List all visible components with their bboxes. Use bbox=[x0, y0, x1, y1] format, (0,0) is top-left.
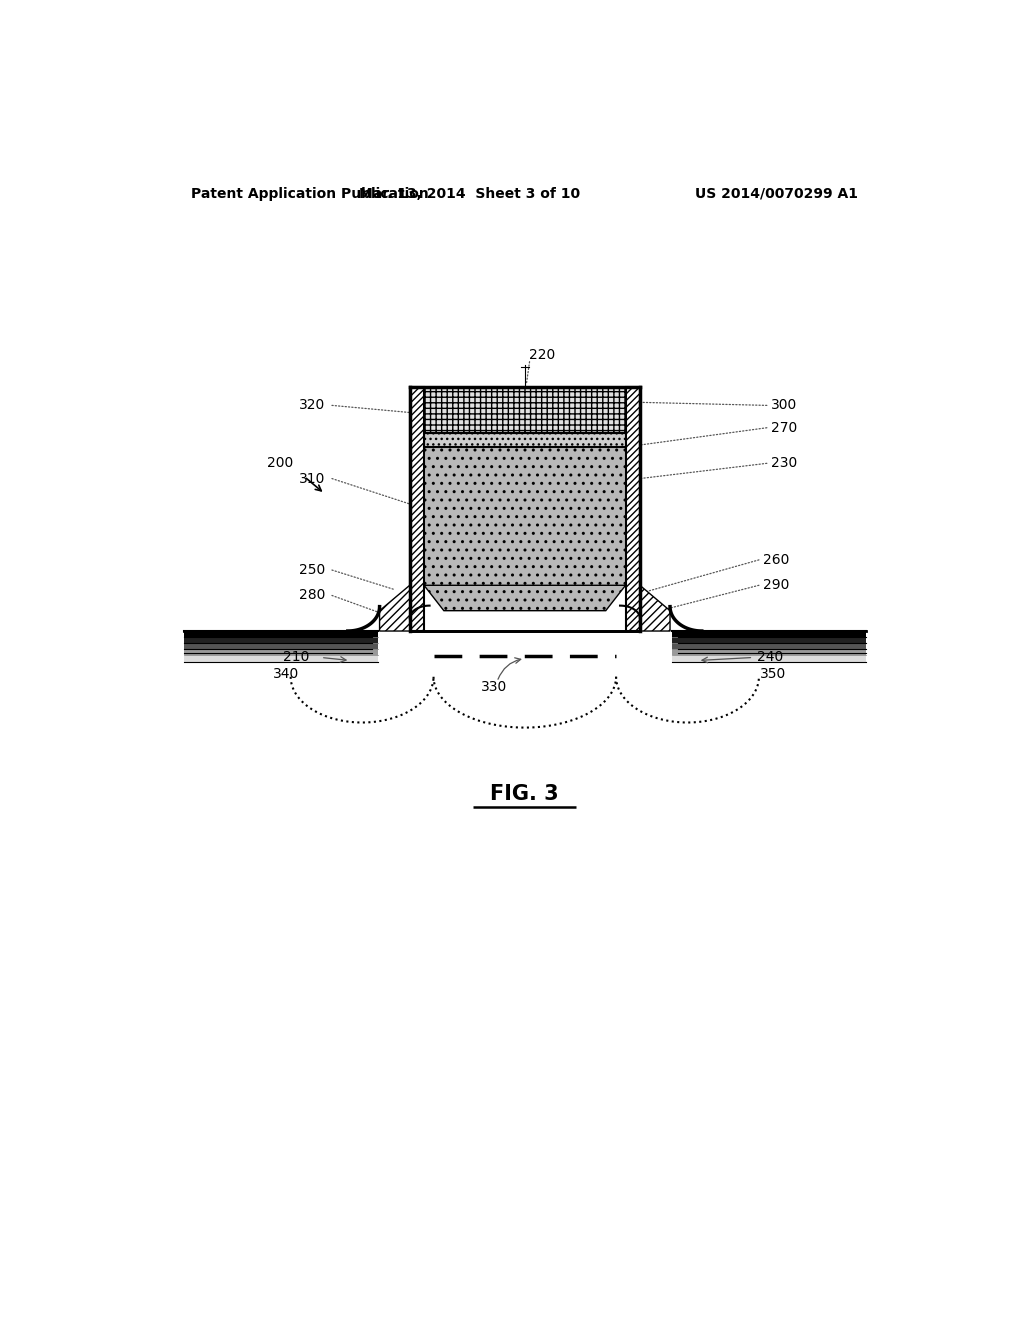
Polygon shape bbox=[380, 585, 410, 631]
Text: Patent Application Publication: Patent Application Publication bbox=[191, 187, 429, 201]
Text: 330: 330 bbox=[481, 680, 508, 694]
Bar bbox=[424, 387, 626, 433]
Text: 220: 220 bbox=[528, 347, 555, 362]
Bar bbox=[424, 433, 626, 447]
Bar bbox=[183, 656, 378, 661]
Bar bbox=[672, 643, 866, 649]
Polygon shape bbox=[640, 585, 670, 631]
Bar bbox=[183, 631, 378, 638]
Bar bbox=[672, 656, 866, 661]
Bar bbox=[424, 387, 626, 631]
Polygon shape bbox=[424, 585, 626, 611]
Text: FIG. 3: FIG. 3 bbox=[490, 784, 559, 804]
Text: 310: 310 bbox=[299, 471, 325, 486]
Polygon shape bbox=[626, 387, 640, 631]
Bar bbox=[424, 447, 626, 585]
Text: 260: 260 bbox=[763, 553, 790, 566]
Bar bbox=[672, 638, 866, 643]
Text: 250: 250 bbox=[299, 564, 325, 577]
Bar bbox=[424, 447, 626, 585]
Text: 210: 210 bbox=[283, 651, 309, 664]
Text: 290: 290 bbox=[763, 578, 790, 593]
Text: 340: 340 bbox=[273, 667, 299, 681]
Bar bbox=[183, 643, 378, 649]
Bar bbox=[424, 433, 626, 447]
Text: Mar. 13, 2014  Sheet 3 of 10: Mar. 13, 2014 Sheet 3 of 10 bbox=[358, 187, 580, 201]
Text: 280: 280 bbox=[299, 589, 325, 602]
Polygon shape bbox=[410, 387, 424, 631]
Text: 320: 320 bbox=[299, 399, 325, 412]
Bar bbox=[183, 649, 378, 656]
Text: 270: 270 bbox=[771, 421, 797, 434]
Text: US 2014/0070299 A1: US 2014/0070299 A1 bbox=[695, 187, 858, 201]
Text: 300: 300 bbox=[771, 399, 797, 412]
Bar bbox=[672, 649, 866, 656]
Text: 200: 200 bbox=[267, 457, 293, 470]
Text: 230: 230 bbox=[771, 457, 797, 470]
Text: 240: 240 bbox=[757, 651, 782, 664]
Bar bbox=[672, 631, 866, 638]
Text: 350: 350 bbox=[760, 667, 786, 681]
Bar bbox=[183, 638, 378, 643]
